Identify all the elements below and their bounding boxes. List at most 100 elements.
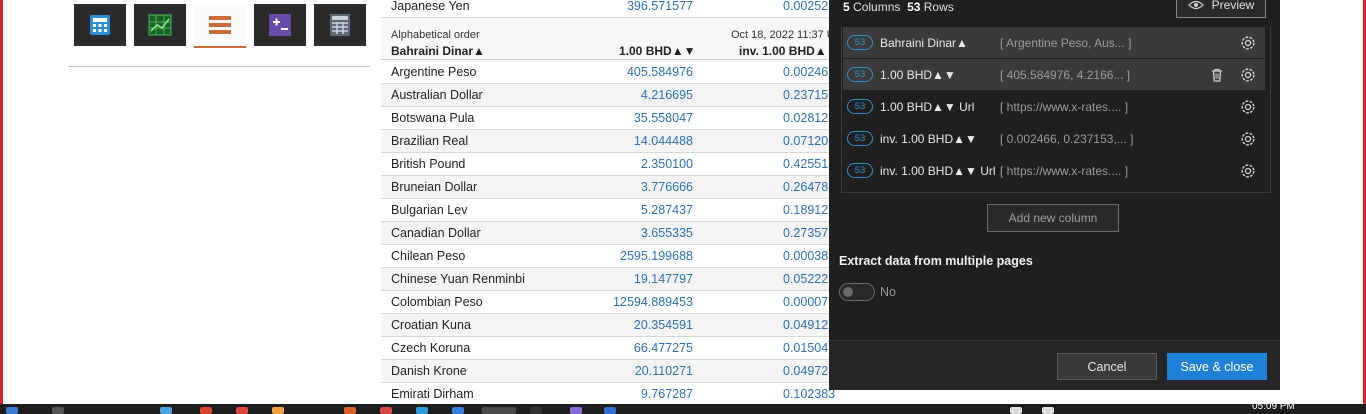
column-name[interactable]: 1.00 BHD▲▼ (880, 67, 956, 82)
multi-page-toggle[interactable] (839, 283, 875, 301)
rate-link[interactable]: 3.655335 (640, 226, 693, 240)
column-row[interactable]: 53 Bahraini Dinar▲ [ Argentine Peso, Aus..… (843, 27, 1265, 58)
row-count-badge: 53 (847, 67, 873, 82)
toolbar-divider (68, 66, 370, 67)
rate-link[interactable]: 19.147797 (633, 272, 693, 286)
app-icon[interactable] (344, 407, 356, 414)
preview-button[interactable]: Preview (1176, 0, 1266, 18)
currency-name: Colombian Peso (391, 295, 483, 309)
app-icon[interactable] (530, 407, 542, 414)
gear-icon[interactable] (1239, 98, 1257, 116)
rate-link[interactable]: 4.216695 (640, 88, 693, 102)
chart-tab[interactable] (134, 4, 186, 46)
inverse-rate-link[interactable]: 0.04912 (783, 318, 829, 332)
rate-link[interactable]: 14.044488 (633, 134, 693, 148)
gear-icon[interactable] (1239, 162, 1257, 180)
rate-link[interactable]: 405.584976 (626, 65, 693, 79)
tray-icon[interactable] (1042, 407, 1054, 414)
rate-link[interactable]: 35.558047 (633, 111, 693, 125)
currency-column-header[interactable]: Bahraini Dinar▲ (391, 44, 485, 58)
toggle-state-text: No (880, 285, 896, 299)
toggle-knob (843, 287, 853, 297)
cancel-button[interactable]: Cancel (1057, 353, 1157, 380)
rate-link[interactable]: 66.477275 (633, 341, 693, 355)
inverse-rate-link[interactable]: 0.04972 (783, 364, 829, 378)
rate-link[interactable]: 12594.889453 (613, 295, 693, 309)
app-icon[interactable] (452, 407, 464, 414)
save-close-button[interactable]: Save & close (1167, 353, 1267, 380)
rate-link[interactable]: 20.110271 (634, 364, 693, 378)
inverse-rate-link[interactable]: 0.26478 (783, 180, 829, 194)
plus-minus-tab[interactable] (254, 4, 306, 46)
column-row[interactable]: 53 1.00 BHD▲▼ Url [ https://www.x-rates...… (843, 91, 1265, 122)
table-tab[interactable] (314, 4, 366, 46)
rate-link[interactable]: 2595.199688 (620, 249, 693, 263)
rate-column-header[interactable]: 1.00 BHD▲▼ (619, 44, 696, 58)
active-app-icon[interactable] (482, 407, 516, 414)
trash-icon[interactable] (1209, 67, 1225, 83)
column-row[interactable]: 53 inv. 1.00 BHD▲▼ Url [ https://www.x-rat… (843, 155, 1265, 186)
app-icon[interactable] (272, 407, 284, 414)
currency-name: British Pound (391, 157, 466, 171)
rate-link[interactable]: 9.767287 (640, 387, 693, 401)
column-count: 5 (843, 0, 850, 14)
app-icon[interactable] (570, 407, 582, 414)
currency-name: Bruneian Dollar (391, 180, 478, 194)
rates-date: Oct 18, 2022 11:37 U (731, 29, 835, 41)
gear-icon[interactable] (1239, 66, 1257, 84)
inverse-rate-link[interactable]: 0.01504 (783, 341, 829, 355)
rows-word: Rows (923, 0, 954, 14)
inverse-rate-link[interactable]: 0.18912 (783, 203, 829, 217)
gear-icon[interactable] (1239, 34, 1257, 52)
rate-link[interactable]: 5.287437 (640, 203, 693, 217)
tray-icon[interactable] (1010, 407, 1022, 414)
search-icon[interactable] (52, 407, 64, 414)
inverse-rate-link[interactable]: 0.00246 (783, 65, 829, 79)
app-icon[interactable] (416, 407, 428, 414)
column-row[interactable]: 53 inv. 1.00 BHD▲▼ [ 0.002466, 0.237153,..… (843, 123, 1265, 154)
table-row: British Pound 2.350100 0.42551 (381, 153, 845, 176)
rate-link[interactable]: 3.776666 (640, 180, 693, 194)
row-count-badge: 53 (847, 131, 873, 146)
app-icon[interactable] (236, 407, 248, 414)
currency-name: Australian Dollar (391, 88, 483, 102)
gear-icon[interactable] (1239, 130, 1257, 148)
inverse-column-header[interactable]: inv. 1.00 BHD▲▼ (739, 44, 839, 58)
inverse-rate-link[interactable]: 0.23715 (783, 88, 829, 102)
column-preview: [ 405.584976, 4.2166... ] (1000, 67, 1131, 82)
rate-link[interactable]: 2.350100 (640, 157, 693, 171)
table-row: Bulgarian Lev 5.287437 0.18912 (381, 199, 845, 222)
column-list: 53 Bahraini Dinar▲ [ Argentine Peso, Aus..… (841, 26, 1271, 193)
column-name[interactable]: inv. 1.00 BHD▲▼ (880, 131, 977, 146)
app-icon[interactable] (604, 407, 616, 414)
panel-footer: Cancel Save & close (829, 340, 1280, 390)
inverse-rate-link[interactable]: 0.102383 (783, 387, 836, 401)
currency-name: Bulgarian Lev (391, 203, 468, 217)
rate-link[interactable]: 20.354591 (633, 318, 693, 332)
app-icon[interactable] (160, 407, 172, 414)
table-row: Danish Krone 20.110271 0.04972 (381, 360, 845, 383)
inverse-rate-link[interactable]: 0.27357 (783, 226, 829, 240)
window-border-left (0, 0, 3, 404)
column-name[interactable]: 1.00 BHD▲▼ Url (880, 99, 975, 114)
app-icon[interactable] (380, 407, 392, 414)
column-name[interactable]: inv. 1.00 BHD▲▼ Url (880, 163, 996, 178)
inverse-rate-link[interactable]: 0.02812 (783, 111, 829, 125)
currency-name: Emirati Dirham (391, 387, 474, 401)
inverse-rate-link[interactable]: 0.00038 (783, 249, 829, 263)
inverse-rate-link[interactable]: 0.42551 (783, 157, 829, 171)
windows-start-icon[interactable] (6, 407, 18, 414)
calculator-tab[interactable] (74, 4, 126, 46)
inverse-rate-link[interactable]: 0.05222 (783, 272, 829, 286)
taskbar-clock[interactable]: 05:09 PM (1252, 401, 1295, 412)
rate-link[interactable]: 396.571577 (626, 0, 693, 13)
app-icon[interactable] (200, 407, 212, 414)
column-name[interactable]: Bahraini Dinar▲ (880, 35, 968, 50)
list-tab[interactable] (194, 4, 246, 48)
column-row[interactable]: 53 1.00 BHD▲▼ [ 405.584976, 4.2166... ] (843, 59, 1265, 90)
inverse-rate-link[interactable]: 0.00252 (783, 0, 829, 13)
add-column-button[interactable]: Add new column (987, 204, 1119, 232)
inverse-rate-link[interactable]: 0.07120 (783, 134, 829, 148)
row-count-badge: 53 (847, 163, 873, 178)
inverse-rate-link[interactable]: 0.00007 (783, 295, 829, 309)
